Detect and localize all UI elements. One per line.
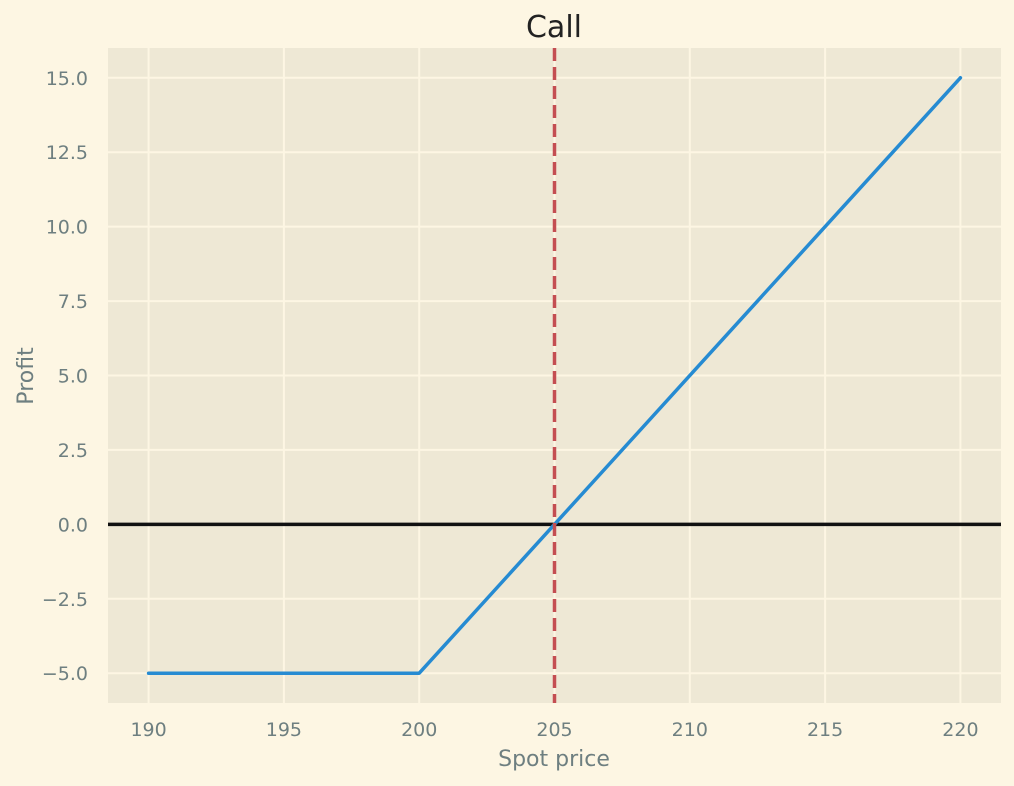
y-tick-label: 12.5: [46, 142, 88, 164]
x-tick-label: 200: [401, 719, 437, 741]
x-tick-label: 195: [266, 719, 302, 741]
x-tick-label: 190: [130, 719, 166, 741]
x-tick-label: 220: [942, 719, 978, 741]
y-tick-label: −5.0: [42, 663, 88, 685]
x-tick-label: 205: [536, 719, 572, 741]
x-tick-label: 215: [807, 719, 843, 741]
x-tick-label: 210: [672, 719, 708, 741]
y-tick-label: 5.0: [58, 366, 88, 388]
x-tick-labels: 190 195 200 205 210 215 220: [130, 719, 978, 741]
y-axis-label: Profit: [14, 347, 39, 405]
y-tick-label: 2.5: [58, 440, 88, 462]
y-tick-label: −2.5: [42, 589, 88, 611]
payoff-line: [146, 76, 963, 675]
y-tick-label: 15.0: [46, 68, 88, 90]
y-tick-labels: −5.0 −2.5 0.0 2.5 5.0 7.5 10.0 12.5 15.0: [42, 68, 88, 685]
series: [146, 48, 963, 703]
chart-title: Call: [526, 10, 582, 45]
y-tick-label: 10.0: [46, 217, 88, 239]
y-tick-label: 0.0: [58, 514, 88, 536]
x-axis-label: Spot price: [498, 747, 610, 772]
y-tick-label: 7.5: [58, 291, 88, 313]
